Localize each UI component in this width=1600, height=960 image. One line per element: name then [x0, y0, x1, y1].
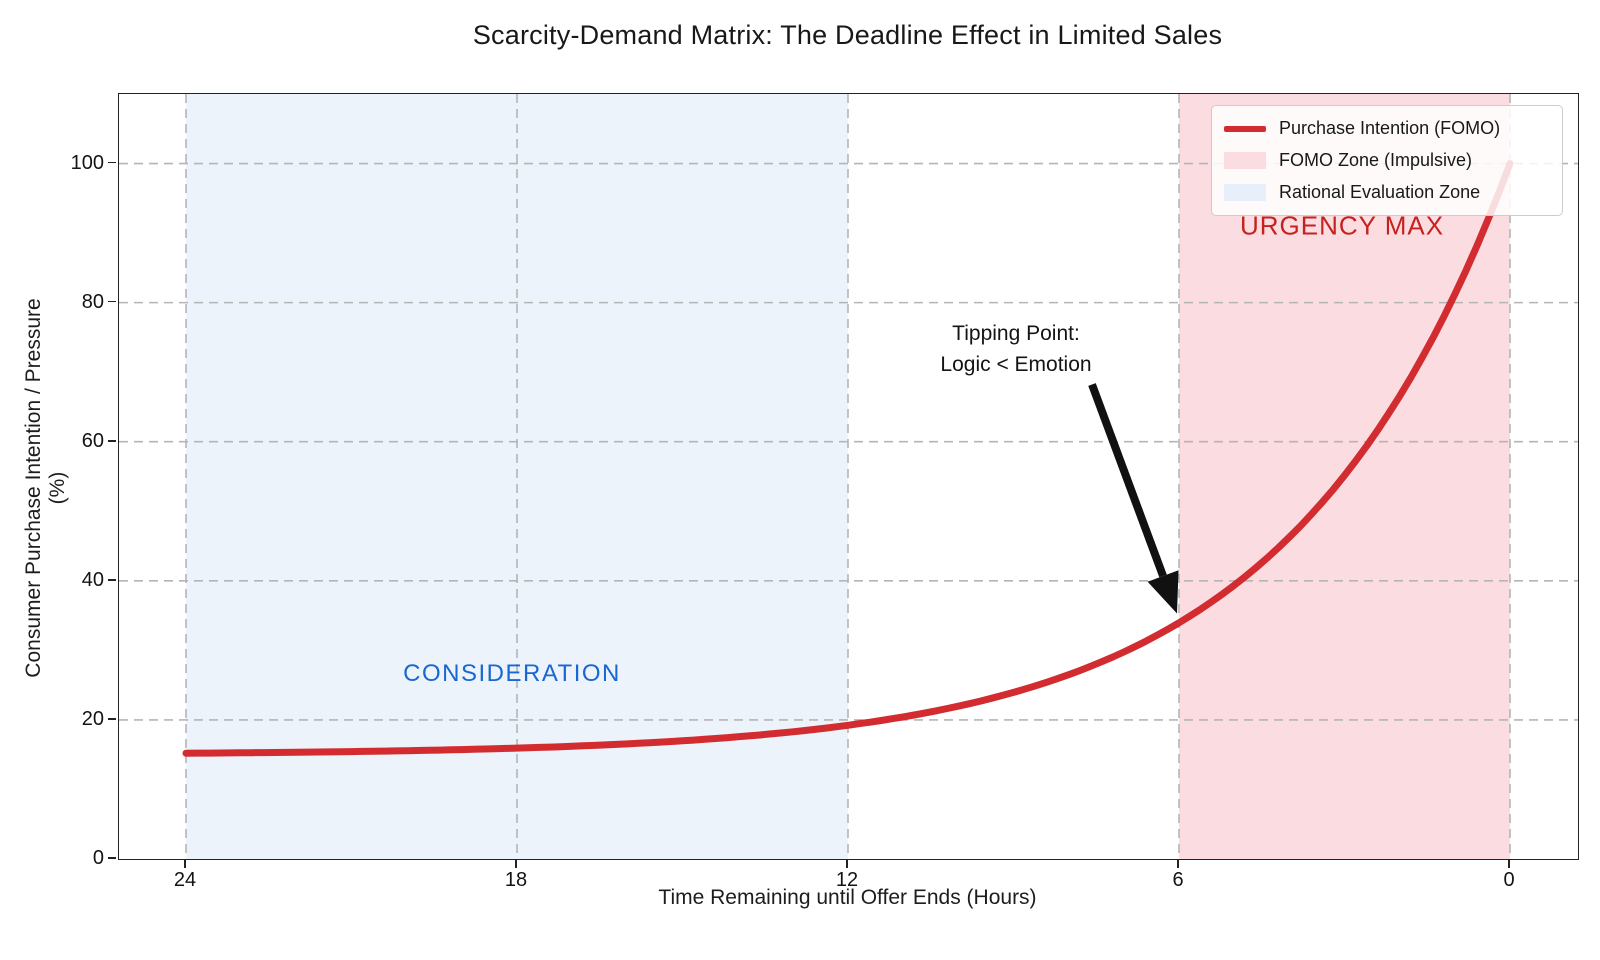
legend-patch-swatch-fomo [1224, 152, 1266, 169]
x-tick-mark [1508, 860, 1510, 868]
x-tick-mark [515, 860, 517, 868]
y-tick-label: 40 [81, 568, 104, 591]
plot-canvas [119, 94, 1578, 859]
tipping-arrow-shaft [1088, 383, 1167, 578]
legend-row-fomo-zone: FOMO Zone (Impulsive) [1224, 148, 1548, 173]
y-tick-mark [108, 579, 116, 581]
legend-label: Rational Evaluation Zone [1279, 182, 1481, 202]
x-tick-mark [184, 860, 186, 868]
y-tick-mark [108, 718, 116, 720]
tipping-point-line-2: Logic < Emotion [940, 353, 1092, 376]
y-tick-mark [108, 857, 116, 859]
tipping-point-line-1: Tipping Point: [952, 322, 1080, 345]
y-axis-label: Consumer Purchase Intention / Pressure (… [22, 298, 69, 678]
legend: Purchase Intention (FOMO) FOMO Zone (Imp… [1211, 105, 1563, 216]
x-tick-label: 12 [835, 869, 859, 891]
y-tick-label: 80 [81, 290, 104, 313]
x-tick-mark [1177, 860, 1179, 868]
urgency-max-label: URGENCY MAX [1239, 210, 1445, 241]
legend-label: Purchase Intention (FOMO) [1279, 118, 1501, 138]
y-tick-label: 100 [70, 151, 104, 174]
y-tick-label: 60 [81, 429, 104, 452]
legend-patch-swatch-rational [1224, 184, 1266, 201]
x-tick-mark [846, 860, 848, 868]
y-tick-label: 0 [92, 847, 104, 869]
tipping-arrow-head [1147, 570, 1179, 614]
y-tick-mark [108, 161, 116, 164]
legend-row-purchase-intention: Purchase Intention (FOMO) [1224, 116, 1548, 141]
y-tick-mark [108, 300, 116, 303]
y-tick-mark [108, 439, 116, 442]
consideration-zone-label: CONSIDERATION [403, 660, 621, 687]
x-tick-label: 24 [173, 869, 197, 891]
x-tick-label: 0 [1503, 869, 1515, 891]
legend-label: FOMO Zone (Impulsive) [1279, 150, 1473, 170]
purchase-intention-curve [182, 160, 1514, 757]
y-tick-label: 20 [81, 707, 104, 730]
plot-area: Purchase Intention (FOMO) FOMO Zone (Imp… [118, 93, 1579, 860]
x-tick-label: 18 [504, 869, 528, 891]
chart-title: Scarcity-Demand Matrix: The Deadline Eff… [472, 20, 1223, 50]
legend-line-swatch [1224, 125, 1266, 132]
legend-row-rational-zone: Rational Evaluation Zone [1224, 180, 1548, 205]
tipping-point-annotation: Tipping Point: Logic < Emotion [940, 318, 1091, 380]
x-axis-label: Time Remaining until Offer Ends (Hours) [658, 886, 1037, 909]
x-tick-label: 6 [1172, 869, 1184, 891]
